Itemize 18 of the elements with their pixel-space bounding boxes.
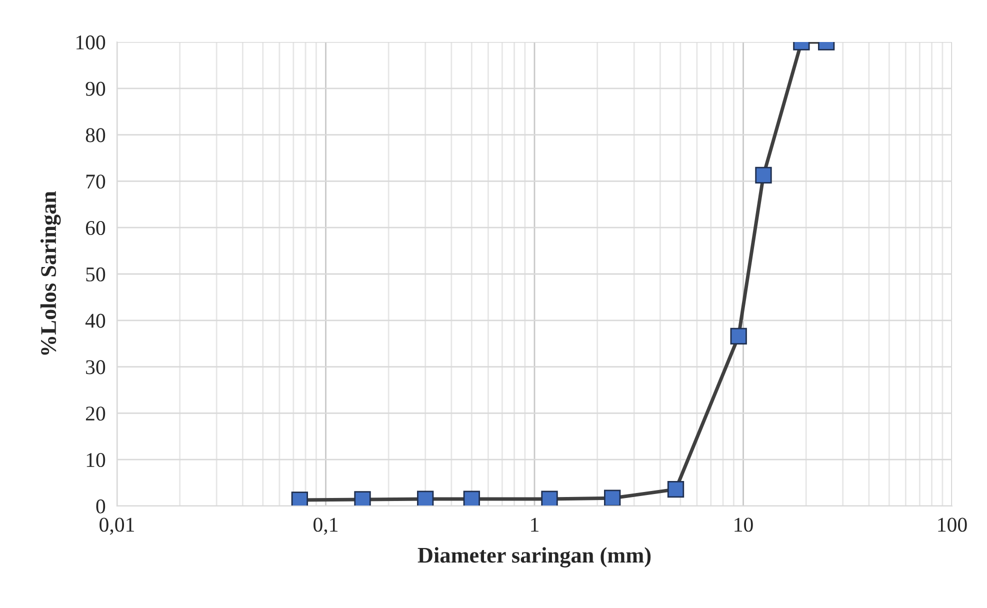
- x-tick-label: 10: [734, 518, 753, 532]
- y-tick-label: 50: [86, 267, 106, 282]
- y-tick-label: 70: [86, 174, 106, 189]
- x-tick-label: 0,01: [100, 518, 134, 535]
- x-tick-label: 0,1: [314, 518, 338, 535]
- y-tick-label: 60: [86, 220, 106, 236]
- y-axis-title: %Lolos Saringan: [40, 191, 61, 355]
- x-tick-label: 100: [938, 518, 967, 532]
- y-tick-label: 40: [85, 314, 106, 328]
- y-tick-label: 100: [76, 35, 106, 50]
- x-tick-label: 1: [531, 518, 538, 532]
- y-tick-label: 10: [86, 452, 106, 468]
- y-tick-label: 90: [86, 82, 106, 96]
- y-tick-label: 0: [96, 499, 106, 514]
- y-tick-label: 30: [86, 360, 106, 374]
- x-axis-title: Diameter saringan (mm): [418, 547, 651, 568]
- y-tick-label: 20: [86, 406, 106, 421]
- y-tick-label: 80: [86, 128, 106, 142]
